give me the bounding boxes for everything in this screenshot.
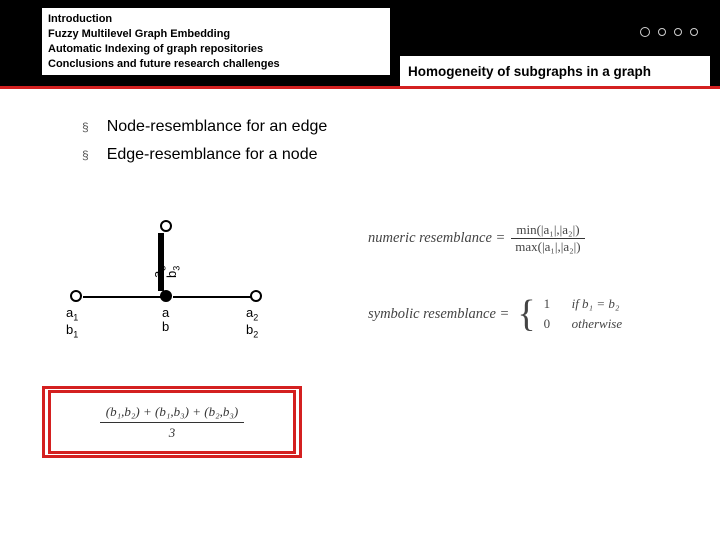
- graph-node: [160, 290, 172, 302]
- bullet-item: § Edge-resemblance for a node: [82, 146, 327, 164]
- nav-dot-icon[interactable]: [674, 28, 682, 36]
- equation-lhs: numeric resemblance =: [368, 230, 505, 247]
- bullet-marker-icon: §: [82, 148, 89, 162]
- node-label: a b: [162, 306, 169, 335]
- bullet-item: § Node-resemblance for an edge: [82, 118, 327, 136]
- equation-numeric: numeric resemblance = min(|a₁|,|a₂|) max…: [368, 222, 585, 255]
- bullet-text: Edge-resemblance for a node: [107, 146, 318, 164]
- graph-node: [70, 290, 82, 302]
- outline-item: Automatic Indexing of graph repositories: [48, 42, 384, 57]
- nav-dot-icon[interactable]: [658, 28, 666, 36]
- equation-cases: 1 if b₁ = b₂ 0 otherwise: [544, 296, 623, 332]
- equation-lhs: symbolic resemblance =: [368, 306, 509, 323]
- equation-fraction: min(|a₁|,|a₂|) max(|a₁|,|a₂|): [511, 222, 584, 255]
- node-label: a2 b2: [246, 306, 258, 341]
- slide-subtitle-text: Homogeneity of subgraphs in a graph: [408, 64, 651, 79]
- graph-node: [160, 220, 172, 232]
- edge-label: b3: [164, 266, 182, 278]
- outline-item: Fuzzy Multilevel Graph Embedding: [48, 27, 384, 42]
- equation-symbolic: symbolic resemblance = { 1 if b₁ = b₂ 0 …: [368, 296, 622, 332]
- highlight-box-inner: (b₁,b₂) + (b₁,b₃) + (b₂,b₃) 3: [48, 390, 296, 454]
- graph-edge: [158, 233, 164, 291]
- bullet-text: Node-resemblance for an edge: [107, 118, 328, 136]
- header-divider: [0, 86, 720, 89]
- outline-item: Introduction: [48, 12, 384, 27]
- graph-edge: [173, 296, 251, 298]
- bullet-marker-icon: §: [82, 120, 89, 134]
- outline-item: Conclusions and future research challeng…: [48, 57, 384, 72]
- nav-dot-icon[interactable]: [640, 27, 650, 37]
- slide-subtitle: Homogeneity of subgraphs in a graph: [400, 56, 710, 86]
- outline-box: Introduction Fuzzy Multilevel Graph Embe…: [42, 8, 390, 75]
- brace-icon: {: [517, 301, 535, 328]
- graph-diagram: a1 b1 a b a2 b2 a3 b3: [70, 220, 300, 330]
- node-label: a1 b1: [66, 306, 78, 341]
- nav-dot-icon[interactable]: [690, 28, 698, 36]
- graph-node: [250, 290, 262, 302]
- graph-edge: [83, 296, 161, 298]
- highlight-formula: (b₁,b₂) + (b₁,b₃) + (b₂,b₃) 3: [100, 402, 244, 443]
- bullet-list: § Node-resemblance for an edge § Edge-re…: [82, 118, 327, 174]
- nav-dots: [640, 28, 698, 37]
